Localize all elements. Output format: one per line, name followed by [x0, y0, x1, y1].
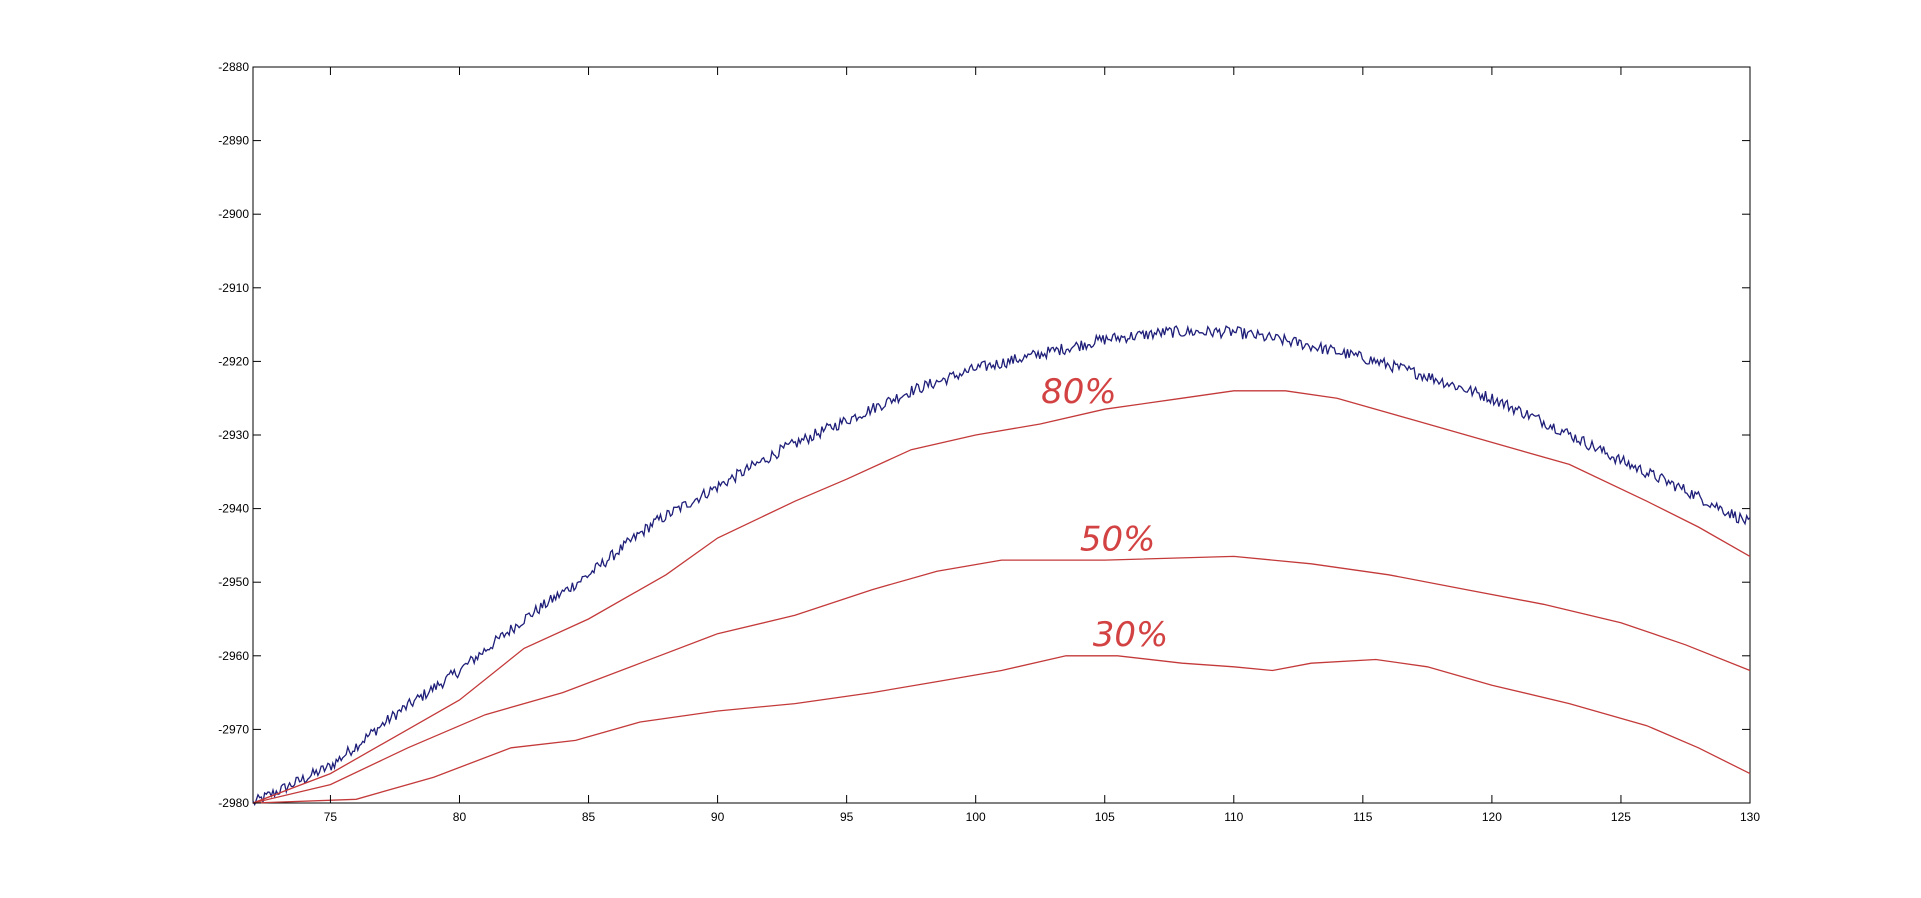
x-tick-label: 110 [1224, 810, 1243, 824]
plot-area [252, 66, 1751, 804]
y-tick-label: -2880 [218, 60, 249, 74]
y-tick-label: -2910 [218, 281, 249, 295]
series-layer [252, 324, 1751, 807]
series-line-3 [252, 655, 1751, 804]
y-tick-label: -2970 [218, 722, 249, 736]
x-tick-label: 120 [1482, 810, 1502, 824]
y-tick-label: -2920 [218, 354, 249, 368]
ticks-layer: 75 80 85 90 95 100 105 110 115 120 125 130 -2880 -289… [218, 60, 1760, 824]
x-tick-label: 95 [840, 810, 854, 824]
y-tick-label: -2890 [218, 134, 249, 148]
x-tick-label: 115 [1353, 810, 1372, 824]
y-tick-label: -2940 [218, 502, 249, 516]
x-tick-label: 90 [711, 810, 725, 824]
x-tick-label: 130 [1740, 810, 1760, 824]
y-tick-label: -2980 [218, 796, 249, 810]
x-tick-label: 100 [966, 810, 986, 824]
x-tick-label: 125 [1611, 810, 1631, 824]
x-tick-label: 105 [1095, 810, 1115, 824]
x-tick-label: 80 [453, 810, 467, 824]
annotations-layer: 80% 50% 30% [1041, 372, 1168, 655]
y-tick-label: -2930 [218, 428, 249, 442]
percent-annotation: 80% [1041, 372, 1117, 412]
series-line-1 [252, 390, 1751, 804]
x-tick-label: 75 [324, 810, 338, 824]
series-line-2 [252, 555, 1751, 804]
percent-annotation: 30% [1093, 615, 1169, 655]
x-tick-label: 85 [582, 810, 596, 824]
percent-annotation: 50% [1080, 519, 1156, 559]
series-line-0 [252, 324, 1751, 807]
y-tick-label: -2960 [218, 649, 249, 663]
y-tick-label: -2900 [218, 207, 249, 221]
y-tick-label: -2950 [218, 575, 249, 589]
